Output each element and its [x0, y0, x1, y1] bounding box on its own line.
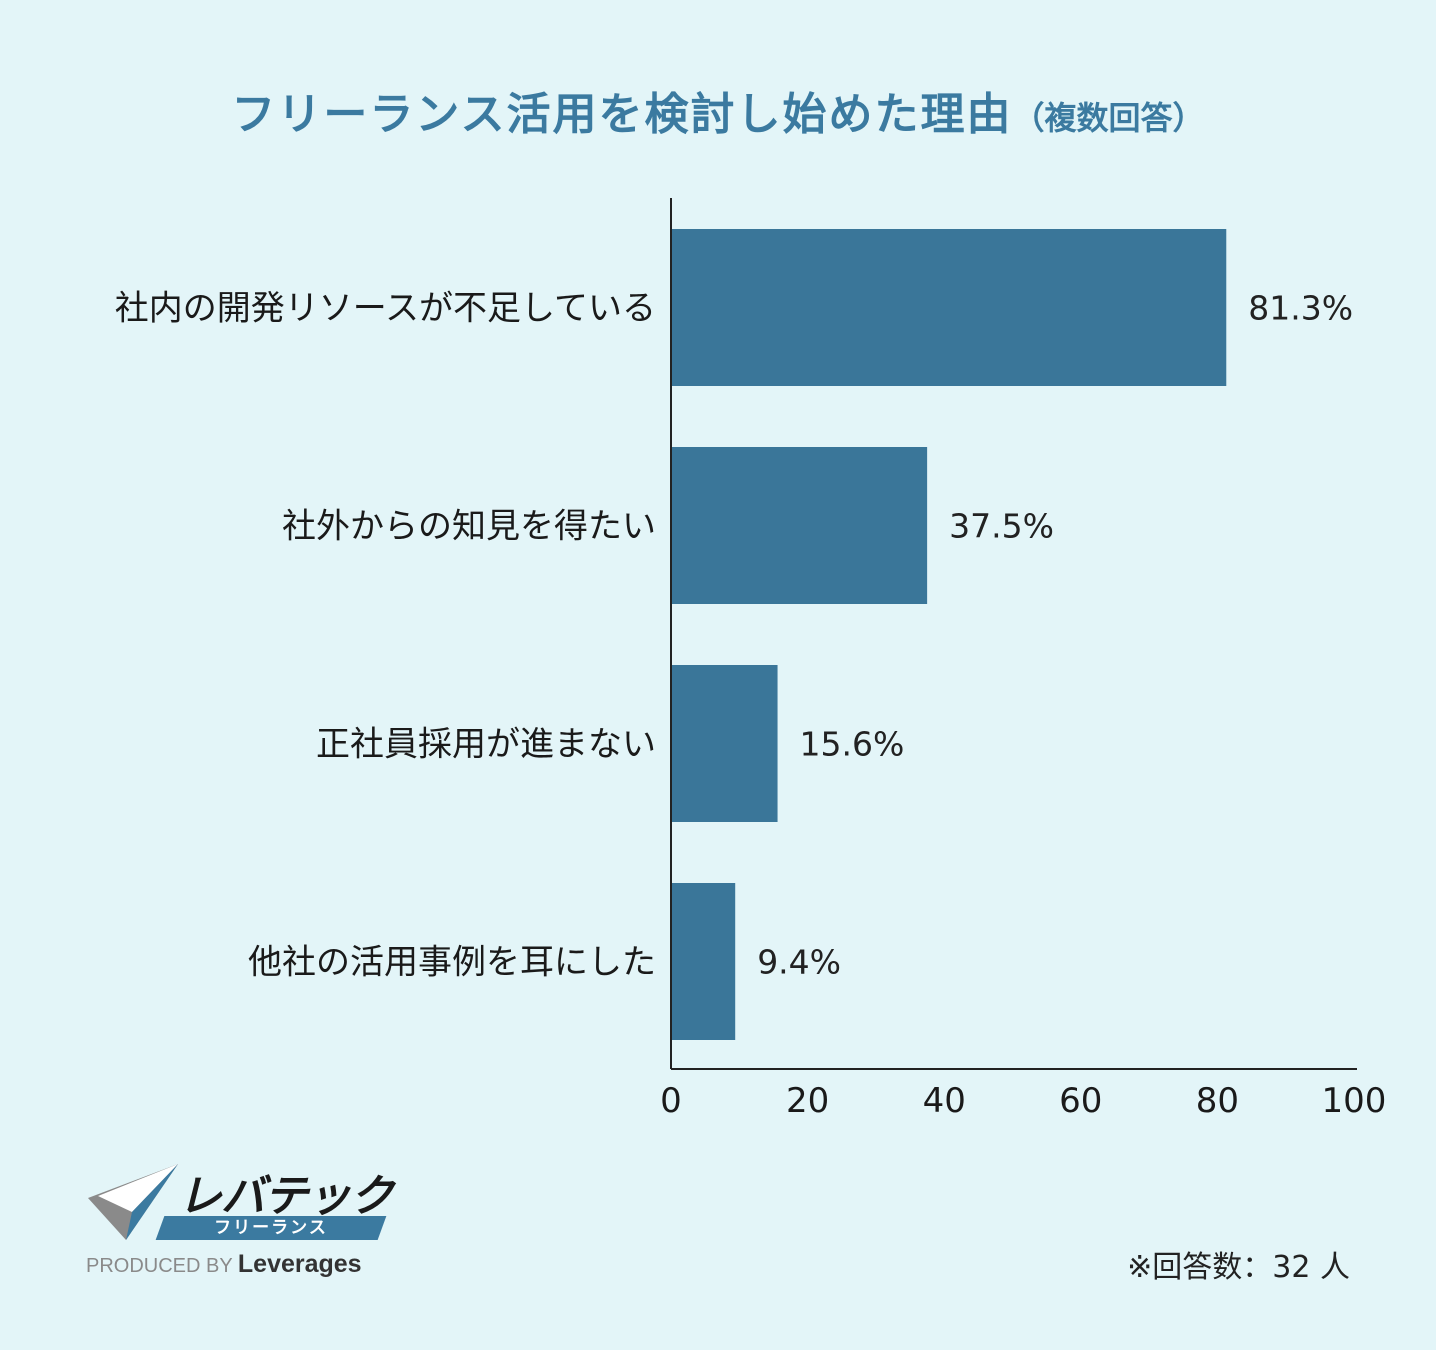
x-tick-label-60: 60: [1059, 1081, 1102, 1121]
title-note: （複数回答）: [1012, 99, 1205, 137]
data-label-1: 81.3%: [1248, 289, 1353, 328]
x-tick-label-0: 0: [660, 1081, 682, 1121]
data-label-2: 37.5%: [949, 507, 1054, 546]
chart-title: フリーランス活用を検討し始めた理由（複数回答）: [0, 78, 1436, 142]
x-tick-label-100: 100: [1322, 1081, 1387, 1121]
x-tick-label-40: 40: [923, 1081, 966, 1121]
category-label-2: 社外からの知見を得たい: [282, 507, 656, 547]
category-label-4: 他社の活用事例を耳にした: [248, 943, 656, 983]
data-label-4: 9.4%: [757, 943, 841, 982]
logo-banner-text: フリーランス: [214, 1218, 328, 1238]
bar-3: [671, 665, 778, 822]
title-main: フリーランス活用を検討し始めた理由: [231, 89, 1013, 140]
bar-chart: 社内の開発リソースが不足している 81.3% 社外からの知見を得たい 37.5% 正社員…: [115, 198, 1387, 1121]
category-label-3: 正社員採用が進まない: [316, 725, 656, 765]
brand-name: Leverages: [237, 1250, 362, 1278]
data-label-3: 15.6%: [800, 725, 905, 764]
produced-by-label: PRODUCED BY: [86, 1255, 233, 1277]
paper-plane-icon: [88, 1164, 178, 1240]
levtech-freelance-logo: レバテック フリーランス PRODUCED BY Leverages: [86, 1160, 396, 1280]
x-tick-label-20: 20: [786, 1081, 829, 1121]
bar-1: [671, 229, 1227, 386]
x-tick-label-80: 80: [1196, 1081, 1239, 1121]
bar-2: [671, 447, 928, 604]
respondent-count-note: ※回答数：32 人: [1127, 1250, 1350, 1285]
logo-name: レバテック: [178, 1171, 394, 1222]
produced-by: PRODUCED BY Leverages: [86, 1250, 362, 1279]
bar-4: [671, 883, 736, 1040]
category-label-1: 社内の開発リソースが不足している: [115, 289, 656, 329]
